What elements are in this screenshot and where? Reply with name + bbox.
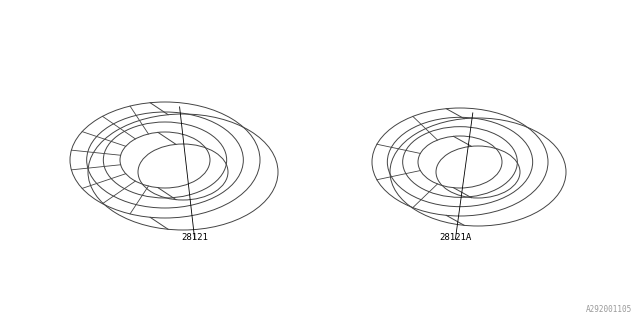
Ellipse shape: [436, 146, 520, 198]
Text: A292001105: A292001105: [586, 305, 632, 314]
Text: 28121: 28121: [182, 233, 209, 242]
Text: 28121A: 28121A: [439, 233, 471, 242]
Ellipse shape: [138, 144, 228, 200]
Ellipse shape: [88, 114, 278, 230]
Ellipse shape: [390, 118, 566, 226]
